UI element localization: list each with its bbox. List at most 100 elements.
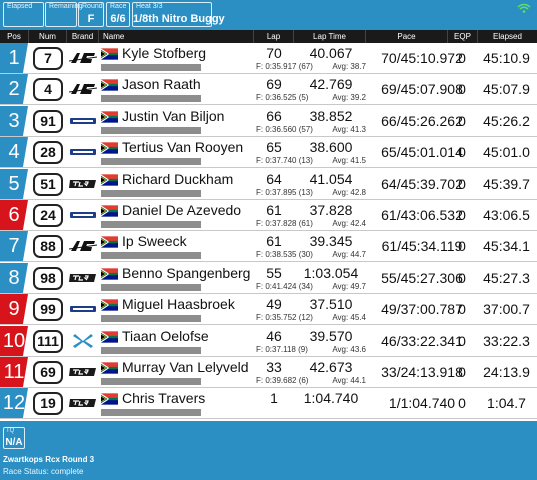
- driver-name: Benno Spangenberg: [122, 265, 251, 281]
- elapsed-cell: 1:04.7: [487, 395, 526, 411]
- position-cell: 6: [0, 200, 28, 230]
- pace-cell: 49/37:00.787: [381, 301, 463, 317]
- pace-cell: 69/45:07.908: [381, 81, 463, 97]
- header-pace: Pace: [366, 30, 448, 43]
- table-header: Pos Num Brand Name Lap Lap Time Pace EQP…: [0, 30, 537, 43]
- car-number: 28: [33, 141, 63, 164]
- laps-cell: 46: [266, 328, 282, 344]
- elapsed-cell: 45:01.0: [483, 144, 530, 160]
- lap-time-cell: 41.054: [309, 171, 353, 187]
- name-placeholder-bar: [101, 190, 201, 197]
- table-row: 9 99 Miguel Haasbroek 49 F: 0:35.752 (12) 37.…: [0, 294, 537, 325]
- fastest-lap: F: 0:41.424 (34): [256, 282, 313, 291]
- xray-brand-icon: [73, 334, 93, 348]
- lap-time-cell: 42.673: [309, 359, 353, 375]
- car-number: 19: [33, 392, 63, 415]
- position-cell: 8: [0, 263, 28, 293]
- table-row: 10 111 Tiaan Oelofse 46 F: 0:37.118 (9) 39.57…: [0, 326, 537, 357]
- driver-name: Richard Duckham: [122, 171, 234, 187]
- top-info-bar: Elapsed Remaining Round F Race 6/6 Heat …: [0, 0, 537, 30]
- fastest-lap: F: 0:35.917 (67): [256, 62, 313, 71]
- name-placeholder-bar: [101, 409, 201, 416]
- south-africa-flag-icon: [101, 111, 118, 123]
- position-cell: 2: [0, 74, 28, 104]
- fastest-lap: F: 0:35.752 (12): [256, 313, 313, 322]
- car-number: 98: [33, 267, 63, 290]
- car-number: 111: [33, 330, 63, 353]
- eqp-cell: 0: [458, 113, 466, 129]
- elapsed-caption: Elapsed: [7, 3, 33, 10]
- car-number: 99: [33, 298, 63, 321]
- fastest-lap: F: 0:39.682 (6): [256, 376, 309, 385]
- car-number: 88: [33, 235, 63, 258]
- lap-time-cell: 39.570: [309, 328, 353, 344]
- pace-cell: 70/45:10.972: [381, 50, 463, 66]
- heat-caption: Heat 3/3: [136, 3, 163, 10]
- header-elapsed: Elapsed: [493, 32, 522, 41]
- laps-cell: 61: [266, 233, 282, 249]
- table-row: 4 28 Tertius Van Rooyen 65 F: 0:37.740 (13) 3…: [0, 137, 537, 168]
- laps-cell: 66: [266, 108, 282, 124]
- driver-name: Tertius Van Rooyen: [122, 139, 244, 155]
- race-value: 6/6: [110, 13, 126, 25]
- fastest-lap: F: 0:37.895 (13): [256, 188, 313, 197]
- tlr-brand-icon: [69, 180, 96, 188]
- average-lap: Avg: 38.7: [332, 62, 366, 71]
- fastest-lap: F: 0:36.560 (57): [256, 125, 313, 134]
- agr-brand-icon: [69, 241, 97, 251]
- laps-cell: 64: [266, 171, 282, 187]
- laps-cell: 49: [266, 296, 282, 312]
- south-africa-flag-icon: [101, 79, 118, 91]
- race-status: Race Status: complete: [3, 467, 84, 476]
- position-cell: 3: [0, 106, 28, 136]
- south-africa-flag-icon: [101, 174, 118, 186]
- eqp-cell: 0: [458, 81, 466, 97]
- position-cell: 9: [0, 294, 28, 324]
- tlr-brand-icon: [69, 368, 96, 376]
- wifi-icon: [517, 3, 531, 13]
- car-number: 24: [33, 204, 63, 227]
- mugen-brand-icon: [70, 149, 96, 155]
- table-row: 3 91 Justin Van Biljon 66 F: 0:36.560 (57) 38…: [0, 106, 537, 137]
- driver-name: Miguel Haasbroek: [122, 296, 235, 312]
- pace-cell: 1/1:04.740: [388, 395, 456, 411]
- south-africa-flag-icon: [101, 331, 118, 343]
- driver-name: Jason Raath: [122, 76, 201, 92]
- south-africa-flag-icon: [101, 393, 118, 405]
- laps-cell: 65: [266, 139, 282, 155]
- average-lap: Avg: 41.5: [332, 156, 366, 165]
- tlr-brand-icon: [69, 399, 96, 407]
- driver-name: Tiaan Oelofse: [122, 328, 209, 344]
- eqp-cell: 0: [458, 364, 466, 380]
- eqp-cell: 0: [458, 144, 466, 160]
- lap-time-cell: 38.852: [309, 108, 353, 124]
- pace-cell: 65/45:01.014: [381, 144, 463, 160]
- agr-brand-icon: [69, 53, 97, 63]
- eqp-cell: 0: [458, 301, 466, 317]
- name-placeholder-bar: [101, 221, 201, 228]
- south-africa-flag-icon: [101, 142, 118, 154]
- mugen-brand-icon: [70, 212, 96, 218]
- laps-cell: 55: [266, 265, 282, 281]
- fastest-lap: F: 0:38.535 (30): [256, 250, 313, 259]
- table-row: 11 69 Murray Van Lelyveld 33 F: 0:39.682 (6)…: [0, 357, 537, 388]
- elapsed-cell: 37:00.7: [483, 301, 530, 317]
- round-caption: Round: [82, 3, 103, 10]
- average-lap: Avg: 45.4: [332, 313, 366, 322]
- table-row: 8 98 Benno Spangenberg 55 F: 0:41.424 (34) 1:…: [0, 263, 537, 294]
- south-africa-flag-icon: [101, 236, 118, 248]
- south-africa-flag-icon: [101, 299, 118, 311]
- elapsed-cell: 33:22.3: [483, 333, 530, 349]
- elapsed-cell: 45:34.1: [483, 238, 530, 254]
- average-lap: Avg: 44.1: [332, 376, 366, 385]
- driver-name: Murray Van Lelyveld: [122, 359, 249, 375]
- elapsed-cell: 24:13.9: [483, 364, 530, 380]
- eqp-cell: 0: [458, 176, 466, 192]
- remaining-box: Remaining: [45, 2, 82, 27]
- pace-cell: 66/45:26.262: [381, 113, 463, 129]
- average-lap: Avg: 41.3: [332, 125, 366, 134]
- tlr-brand-icon: [69, 274, 96, 282]
- average-lap: Avg: 44.7: [332, 250, 366, 259]
- table-row: 12 19 Chris Travers 1 1:04.740 1/1:04.740 0 1:0…: [0, 388, 537, 419]
- south-africa-flag-icon: [101, 268, 118, 280]
